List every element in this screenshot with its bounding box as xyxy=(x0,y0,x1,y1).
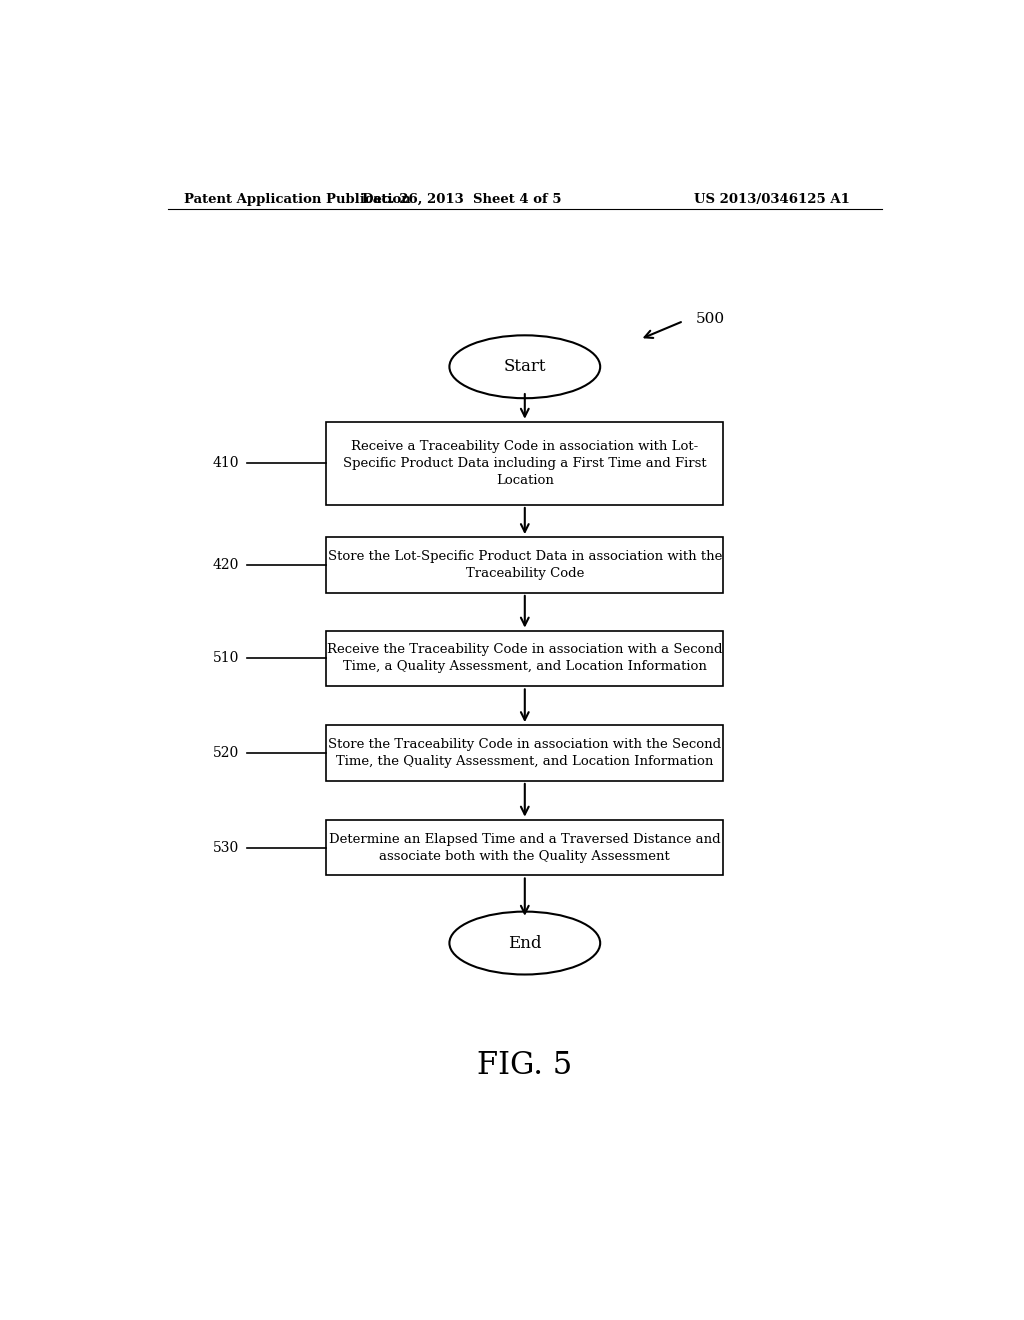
Text: FIG. 5: FIG. 5 xyxy=(477,1049,572,1081)
Text: 520: 520 xyxy=(213,746,239,760)
Text: 510: 510 xyxy=(213,652,239,665)
Text: Dec. 26, 2013  Sheet 4 of 5: Dec. 26, 2013 Sheet 4 of 5 xyxy=(361,193,561,206)
Text: Determine an Elapsed Time and a Traversed Distance and
associate both with the Q: Determine an Elapsed Time and a Traverse… xyxy=(329,833,721,862)
Text: Patent Application Publication: Patent Application Publication xyxy=(183,193,411,206)
Text: Start: Start xyxy=(504,358,546,375)
Text: Store the Lot-Specific Product Data in association with the
Traceability Code: Store the Lot-Specific Product Data in a… xyxy=(328,550,722,579)
Text: 500: 500 xyxy=(695,312,725,326)
Text: US 2013/0346125 A1: US 2013/0346125 A1 xyxy=(694,193,850,206)
Text: 420: 420 xyxy=(213,558,239,572)
Text: End: End xyxy=(508,935,542,952)
Text: 530: 530 xyxy=(213,841,239,854)
Text: Receive a Traceability Code in association with Lot-
Specific Product Data inclu: Receive a Traceability Code in associati… xyxy=(343,440,707,487)
Text: Store the Traceability Code in association with the Second
Time, the Quality Ass: Store the Traceability Code in associati… xyxy=(329,738,721,768)
Text: Receive the Traceability Code in association with a Second
Time, a Quality Asses: Receive the Traceability Code in associa… xyxy=(327,643,723,673)
Text: 410: 410 xyxy=(213,457,239,470)
